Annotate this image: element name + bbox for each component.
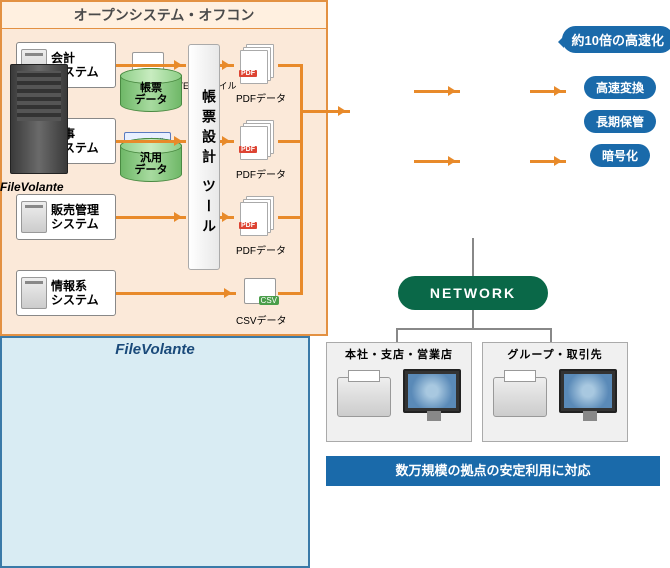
line <box>472 310 474 328</box>
db-forms: 帳票 データ <box>120 68 182 112</box>
arrow <box>220 64 234 67</box>
server-label: FileVolante <box>0 180 64 194</box>
speed-bubble: 約10倍の高速化 <box>562 26 670 53</box>
line <box>278 140 300 143</box>
footer-bar: 数万規模の拠点の安定利用に対応 <box>326 456 660 486</box>
pdf-stack: PDF <box>240 196 276 236</box>
pill-encrypt: 暗号化 <box>590 144 650 167</box>
arrow <box>220 216 234 219</box>
right-title: FileVolante <box>2 338 308 361</box>
line <box>396 328 552 330</box>
csv-label: CSVデータ <box>236 312 287 327</box>
pill-fast: 高速変換 <box>584 76 656 99</box>
system-info: 情報系 システム <box>16 270 116 316</box>
monitor-icon <box>559 369 617 413</box>
arrow <box>116 292 236 295</box>
arrow <box>530 160 566 163</box>
server-icon <box>10 64 68 174</box>
network-label: NETWORK <box>398 276 548 310</box>
csv-file-icon: CSV <box>244 278 276 304</box>
arrow <box>116 64 186 67</box>
line <box>278 292 303 295</box>
branch-title: 本社・支店・営業店 <box>327 343 471 365</box>
arrow <box>220 140 234 143</box>
system-sales: 販売管理 システム <box>16 194 116 240</box>
server-icon <box>21 201 47 233</box>
line <box>278 64 300 67</box>
branch-title: グループ・取引先 <box>483 343 627 365</box>
printer-icon <box>337 377 391 417</box>
line <box>396 328 398 342</box>
branch-hq: 本社・支店・営業店 <box>326 342 472 442</box>
left-title: オープンシステム・オフコン <box>2 2 326 29</box>
arrow <box>116 140 186 143</box>
arrow <box>530 90 566 93</box>
arrow <box>414 90 460 93</box>
server-icon <box>21 277 47 309</box>
pill-storage: 長期保管 <box>584 110 656 133</box>
printer-icon <box>493 377 547 417</box>
arrow <box>116 216 186 219</box>
pdf-label: PDFデータ <box>236 90 286 105</box>
arrow-vert <box>300 64 303 295</box>
pdf-stack: PDF <box>240 120 276 160</box>
line <box>278 216 300 219</box>
db-general: 汎用 データ <box>120 138 182 182</box>
monitor-icon <box>403 369 461 413</box>
pdf-label: PDFデータ <box>236 166 286 181</box>
line <box>472 238 474 276</box>
pdf-stack: PDF <box>240 44 276 84</box>
branch-group: グループ・取引先 <box>482 342 628 442</box>
form-design-tool: 帳票設計 ツール <box>188 44 220 270</box>
arrow <box>300 110 350 113</box>
line <box>550 328 552 342</box>
pdf-label: PDFデータ <box>236 242 286 257</box>
filevolante-panel: FileVolante FileVolante 帳票 データ 汎用 データ <box>0 336 310 568</box>
arrow <box>414 160 460 163</box>
